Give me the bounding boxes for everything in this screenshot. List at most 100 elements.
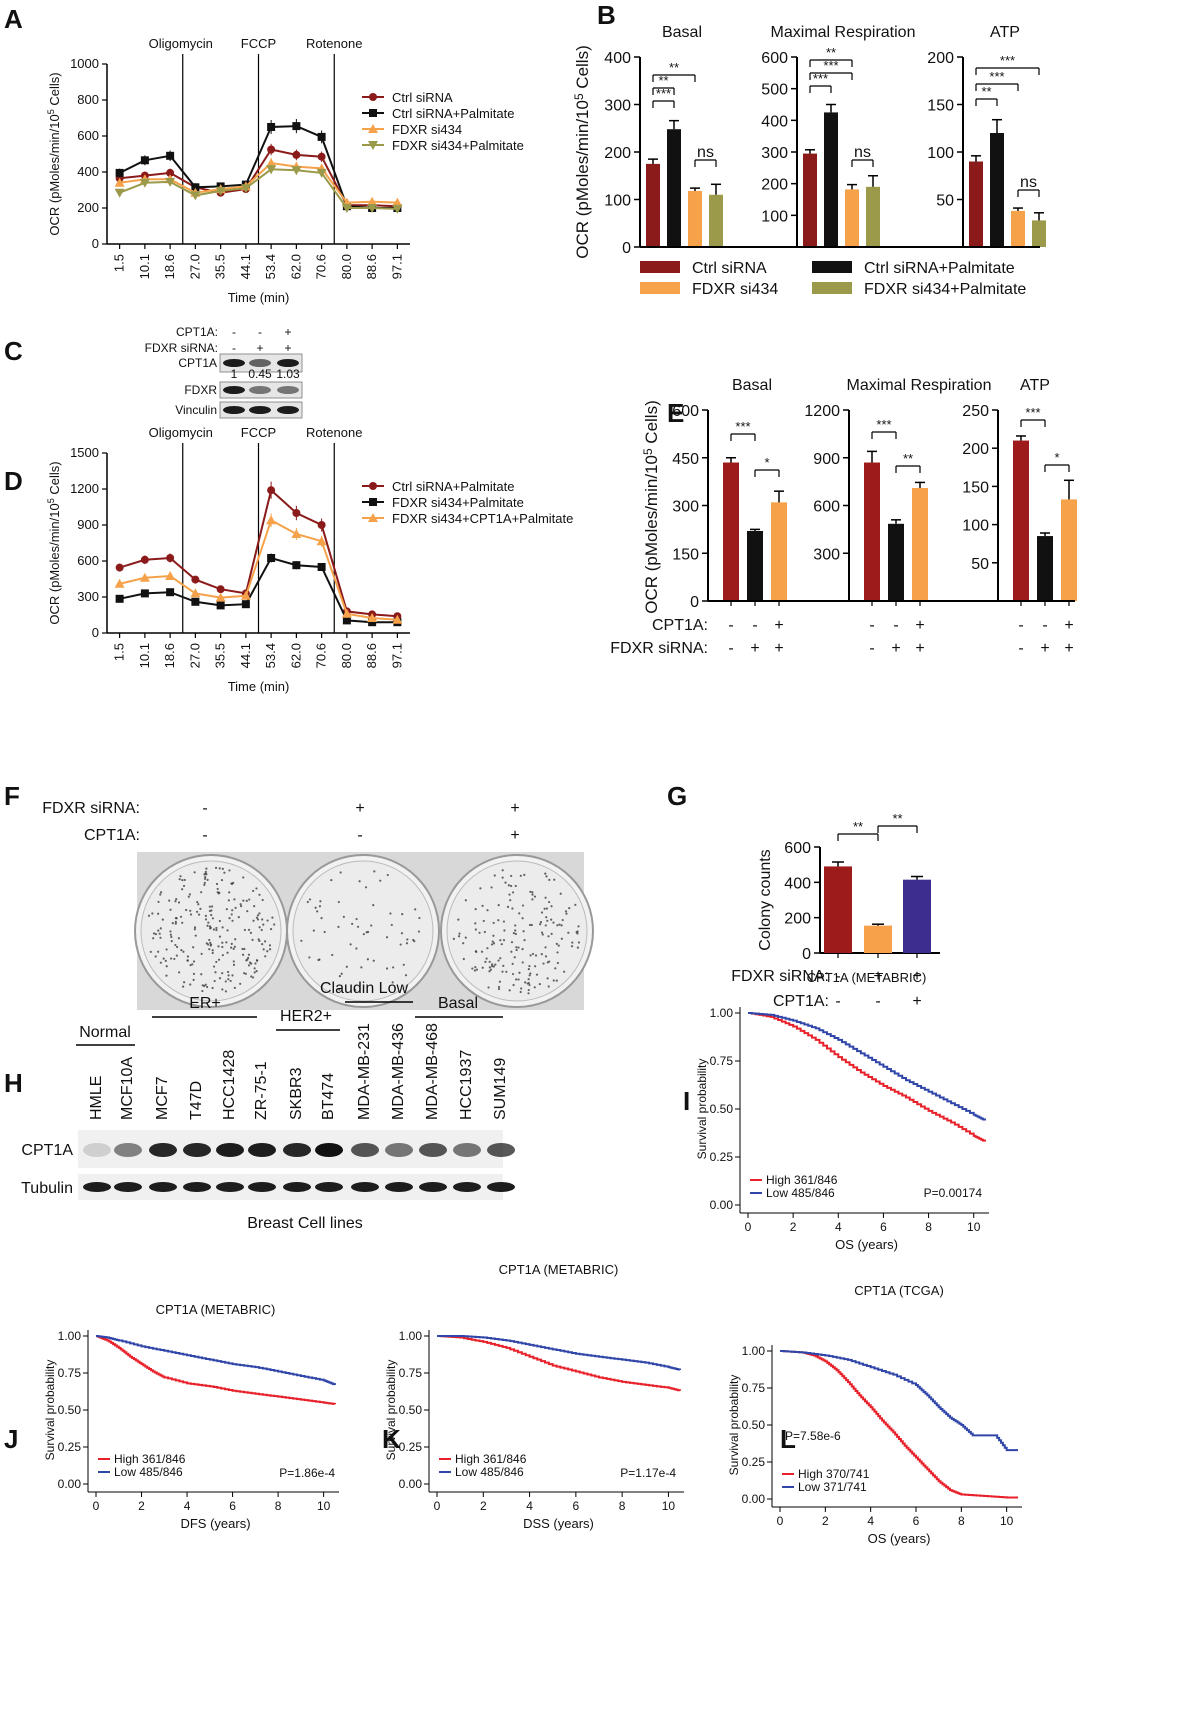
bar — [1013, 440, 1029, 601]
data-point — [266, 165, 277, 175]
y-tick-label: 150 — [927, 98, 954, 115]
legend-label: Low 485/846 — [455, 1465, 524, 1479]
panel-label-a: A — [4, 4, 23, 34]
colony-dot — [518, 912, 521, 915]
colony-dot — [242, 899, 245, 902]
y-axis-label-exp: 5 — [641, 448, 655, 455]
colony-dot — [488, 966, 491, 969]
data-point — [291, 529, 302, 538]
bar — [845, 189, 859, 247]
y-axis-label-main: OCR (pMoles/min/10 — [47, 503, 62, 624]
y-tick-label: 1.00 — [710, 1006, 734, 1020]
colony-dot — [527, 968, 530, 971]
colony-dot — [215, 928, 218, 932]
colony-dot — [319, 900, 322, 903]
colony-dot — [193, 928, 196, 931]
blot-band-label: CPT1A — [178, 356, 217, 370]
x-axis-label: Time (min) — [228, 290, 290, 305]
colony-dot — [228, 917, 231, 920]
blot-band — [183, 1182, 211, 1192]
colony-dot — [318, 905, 322, 908]
colony-dot — [221, 954, 224, 957]
colony-dot — [241, 947, 244, 951]
colony-dot — [196, 900, 199, 904]
colony-dot — [165, 974, 168, 977]
y-axis-label: Survival probability — [43, 1360, 57, 1461]
colony-dot — [521, 961, 524, 964]
data-point — [267, 486, 276, 495]
colony-dot — [203, 877, 207, 881]
colony-dot — [226, 929, 229, 932]
colony-dot — [203, 873, 206, 876]
colony-dot — [331, 953, 334, 957]
sig-label: ** — [903, 451, 913, 466]
blot-band — [249, 406, 271, 414]
y-tick-label: 50 — [971, 556, 989, 573]
y-tick-label: 150 — [672, 546, 699, 563]
colony-dot — [528, 964, 531, 968]
data-point — [367, 613, 378, 622]
x-tick-label: 97.1 — [389, 254, 404, 279]
colony-dot — [220, 878, 224, 882]
colony-dot — [231, 882, 234, 885]
colony-dot — [366, 958, 369, 961]
bar — [1061, 499, 1077, 601]
colony-dot — [174, 920, 177, 923]
colony-dot — [203, 881, 206, 884]
colony-dot — [399, 943, 402, 946]
y-tick-label: 450 — [672, 451, 699, 468]
colony-dot — [316, 910, 319, 913]
colony-dot — [255, 916, 259, 919]
colony-dot — [215, 882, 219, 886]
colony-dot — [478, 931, 481, 934]
x-tick-label: 53.4 — [263, 643, 278, 668]
colony-dot — [338, 975, 341, 978]
colony-dot — [214, 971, 217, 974]
blot-band — [223, 359, 245, 367]
y-tick-label: 600 — [77, 553, 99, 568]
group-title: Basal — [732, 377, 772, 394]
colony-dot — [252, 919, 255, 922]
blot-footer-label: Breast Cell lines — [247, 1215, 363, 1232]
y-tick-label: 1.00 — [742, 1344, 766, 1358]
cell-line-label: HCC1428 — [221, 1050, 238, 1120]
colony-dot — [200, 952, 203, 955]
colony-dot — [528, 923, 532, 927]
colony-dot — [513, 956, 516, 959]
y-tick-label: 600 — [784, 840, 811, 857]
colony-dot — [484, 960, 487, 964]
blot-band — [385, 1182, 413, 1192]
chart-title: CPT1A (METABRIC) — [156, 1302, 276, 1317]
colony-dot — [355, 917, 358, 921]
legend-label: High 361/846 — [114, 1452, 186, 1466]
blot-band — [487, 1143, 515, 1157]
colony-dot — [175, 954, 178, 957]
colony-dot — [179, 915, 183, 918]
colony-dot — [485, 957, 488, 960]
row-sign: + — [912, 993, 921, 1010]
colony-dot — [452, 937, 455, 940]
x-axis-label: OS (years) — [835, 1237, 898, 1252]
y-tick-label: 200 — [962, 441, 989, 458]
row-sign: + — [873, 968, 882, 985]
colony-dot — [239, 903, 242, 906]
colony-dot — [262, 923, 265, 926]
group-title: ATP — [1020, 377, 1050, 394]
colony-dot — [189, 983, 192, 986]
colony-dot — [497, 904, 500, 907]
colony-dot — [385, 967, 389, 970]
colony-dot — [414, 908, 417, 911]
x-tick-label: 2 — [822, 1514, 829, 1528]
colony-dot — [514, 884, 517, 888]
blot-band — [277, 406, 299, 414]
colony-dot — [157, 912, 160, 915]
x-tick-label: 0 — [745, 1220, 752, 1234]
colony-dot — [201, 989, 204, 993]
colony-dot — [349, 943, 352, 946]
colony-dot — [534, 965, 537, 968]
row-sign: - — [202, 827, 207, 844]
cell-line-label: MDA-MB-436 — [390, 1023, 407, 1120]
colony-dot — [181, 888, 184, 891]
colony-dot — [320, 916, 323, 920]
colony-dot — [177, 901, 181, 904]
